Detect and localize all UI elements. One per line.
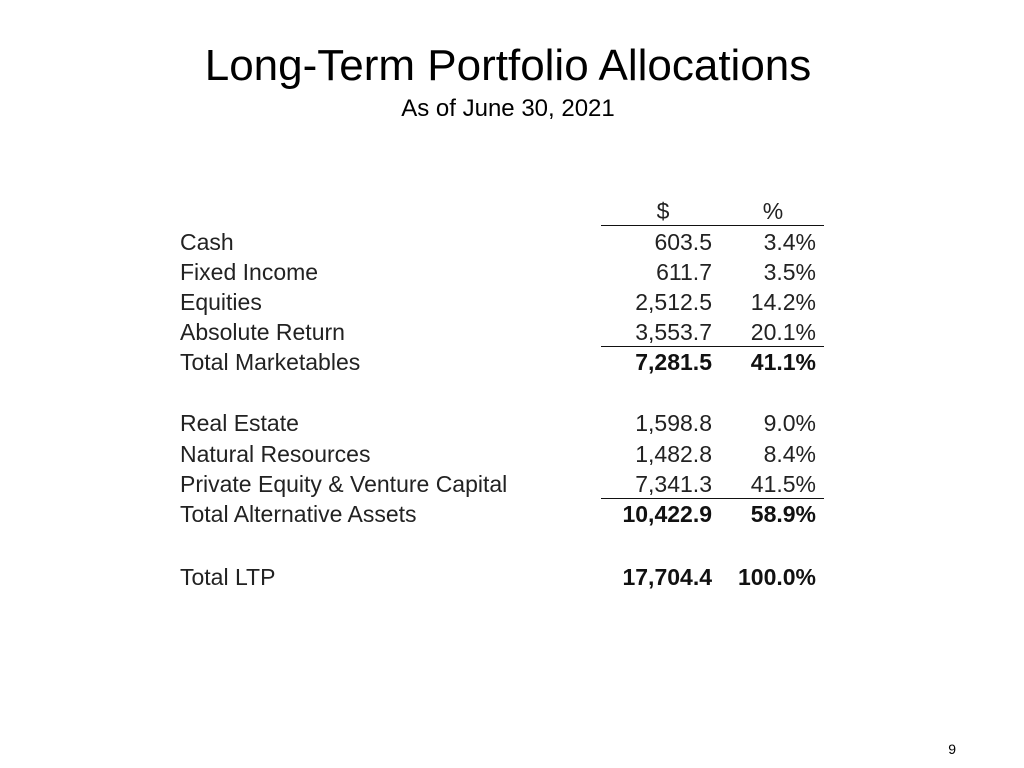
row-label: Total Alternative Assets — [180, 501, 417, 527]
row-percent-value: 8.4% — [763, 441, 816, 467]
row-usd-value: 603.5 — [654, 229, 712, 255]
row-usd-value: 611.7 — [656, 259, 712, 285]
row-percent-value: 58.9% — [750, 501, 816, 527]
column-header-percent: % — [762, 198, 784, 224]
row-usd-value: 17,704.4 — [622, 564, 712, 590]
row-usd-value: 7,281.5 — [635, 349, 712, 375]
row-label: Natural Resources — [180, 441, 371, 467]
table-row: Equities 2,512.5 14.2% — [176, 287, 824, 317]
grand-total-row: Total LTP 17,704.4 100.0% — [176, 562, 824, 592]
row-label: Real Estate — [180, 410, 299, 436]
slide-title: Long-Term Portfolio Allocations — [204, 41, 812, 90]
row-percent-value: 9.0% — [763, 410, 816, 436]
allocation-table: $ % Cash 603.5 3.4% Fixed Income 611.7 3… — [176, 196, 824, 596]
row-label: Equities — [180, 289, 262, 315]
row-percent-value: 3.5% — [763, 259, 816, 285]
table-row: Fixed Income 611.7 3.5% — [176, 257, 824, 287]
subtotal-row-marketables: Total Marketables 7,281.5 41.1% — [176, 347, 824, 377]
row-percent-value: 41.1% — [750, 349, 816, 375]
table-row: Natural Resources 1,482.8 8.4% — [176, 439, 824, 469]
table-row: Private Equity & Venture Capital 7,341.3… — [176, 469, 824, 499]
subtotal-rule — [601, 498, 824, 499]
row-label: Total LTP — [180, 564, 276, 590]
row-usd-value: 3,553.7 — [635, 319, 712, 345]
subtotal-rule — [601, 346, 824, 347]
table-row: Cash 603.5 3.4% — [176, 227, 824, 257]
subtotal-row-alternatives: Total Alternative Assets 10,422.9 58.9% — [176, 499, 824, 529]
table-row: Real Estate 1,598.8 9.0% — [176, 408, 824, 438]
row-percent-value: 14.2% — [750, 289, 816, 315]
header-underline — [601, 225, 824, 226]
row-percent-value: 100.0% — [737, 564, 816, 590]
row-label: Absolute Return — [180, 319, 345, 345]
row-percent-value: 41.5% — [750, 471, 816, 497]
slide-subtitle: As of June 30, 2021 — [401, 95, 615, 122]
row-label: Total Marketables — [180, 349, 361, 375]
column-header-usd: $ — [656, 198, 670, 224]
table-row: Absolute Return 3,553.7 20.1% — [176, 317, 824, 347]
row-usd-value: 10,422.9 — [622, 501, 712, 527]
row-usd-value: 7,341.3 — [635, 471, 712, 497]
row-usd-value: 2,512.5 — [635, 289, 712, 315]
page-number: 9 — [948, 741, 956, 757]
row-usd-value: 1,482.8 — [635, 441, 712, 467]
row-label: Private Equity & Venture Capital — [180, 471, 508, 497]
row-label: Cash — [180, 229, 234, 255]
row-usd-value: 1,598.8 — [635, 410, 712, 436]
row-percent-value: 3.4% — [763, 229, 816, 255]
row-label: Fixed Income — [180, 259, 319, 285]
row-percent-value: 20.1% — [750, 319, 816, 345]
